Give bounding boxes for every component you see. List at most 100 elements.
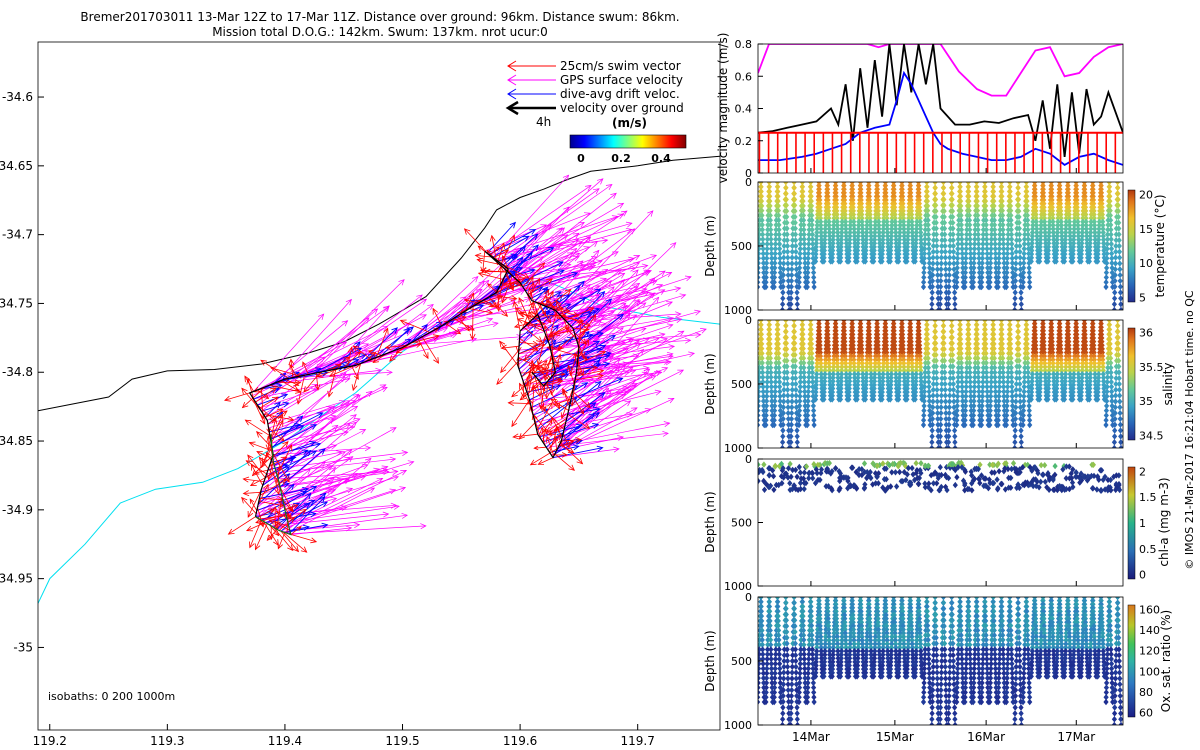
- salinity-data-point: [929, 439, 935, 446]
- temperature-data-point: [1023, 197, 1029, 205]
- temperature-data-point: [776, 221, 782, 229]
- temperature-data-point: [830, 240, 836, 247]
- salinity-data-point: [927, 421, 933, 429]
- salinity-data-point: [767, 355, 773, 362]
- salinity-data-point: [1004, 412, 1010, 419]
- salinity-data-point: [958, 359, 964, 367]
- salinity-data-point: [917, 360, 923, 367]
- salinity-data-point: [839, 356, 845, 363]
- temperature-data-point: [822, 240, 828, 247]
- temperature-data-point: [972, 221, 978, 229]
- salinity-data-point: [780, 427, 786, 434]
- temperature-data-point: [877, 254, 883, 261]
- salinity-data-point: [976, 407, 983, 414]
- salinity-data-point: [1014, 345, 1020, 353]
- temperature-data-point: [819, 258, 825, 265]
- legend-gps-label: GPS surface velocity: [560, 73, 683, 87]
- temperature-data-point: [1030, 222, 1036, 229]
- salinity-data-point: [1056, 338, 1062, 345]
- temperature-data-point: [1113, 225, 1119, 232]
- temperature-data-point: [955, 250, 961, 257]
- temperature-data-point: [910, 250, 916, 258]
- salinity-data-point: [767, 350, 773, 357]
- temperature-data-point: [905, 232, 911, 240]
- temperature-data-point: [929, 283, 935, 290]
- salinity-data-point: [824, 320, 830, 324]
- salinity-data-point: [904, 388, 910, 396]
- temperature-data-point: [1042, 225, 1048, 233]
- salinity-data-point: [976, 397, 982, 405]
- temperature-data-point: [874, 182, 880, 189]
- temperature-data-point: [834, 211, 840, 218]
- temperature-data-point: [1004, 274, 1010, 281]
- salinity-data-point: [799, 335, 805, 343]
- temperature-data-point: [760, 259, 767, 267]
- temperature-data-point: [996, 264, 1002, 272]
- salinity-data-point: [1093, 385, 1099, 392]
- salinity-data-point: [941, 334, 947, 341]
- salinity-data-point: [1108, 364, 1114, 371]
- salinity-data-point: [854, 396, 860, 403]
- salinity-data-point: [800, 326, 806, 333]
- temperature-data-point: [1092, 232, 1098, 240]
- salinity-data-point: [866, 320, 872, 324]
- temperature-data-point: [837, 258, 844, 265]
- salinity-data-point: [992, 364, 998, 371]
- temperature-data-point: [900, 193, 906, 200]
- temperature-data-point: [791, 190, 797, 197]
- temperature-data-point: [1012, 301, 1018, 308]
- salinity-data-point: [970, 421, 976, 429]
- temperature-data-point: [1054, 232, 1060, 240]
- salinity-data-point: [1070, 388, 1076, 396]
- temperature-data-point: [913, 247, 919, 254]
- temperature-data-point: [784, 231, 790, 238]
- temperature-data-point: [789, 266, 795, 273]
- temperature-data-point: [910, 236, 916, 243]
- temperature-data-point: [1062, 236, 1068, 243]
- temperature-data-point: [1095, 243, 1101, 251]
- temperature-data-point: [1031, 193, 1037, 200]
- salinity-data-point: [1047, 334, 1054, 342]
- temperature-data-point: [999, 197, 1005, 205]
- temperature-data-point: [976, 250, 982, 257]
- temperature-data-point: [926, 245, 932, 252]
- temperature-data-point: [1090, 196, 1097, 204]
- salinity-data-point: [1048, 331, 1054, 338]
- salinity-data-point: [925, 369, 932, 376]
- temperature-data-point: [1066, 204, 1072, 211]
- temperature-data-point: [943, 289, 949, 296]
- salinity-data-point: [1115, 340, 1121, 347]
- temperature-data-point: [1065, 182, 1071, 186]
- salinity-data-point: [1033, 338, 1039, 345]
- map-y-tick-label: -34.9: [2, 503, 33, 517]
- temperature-data-point: [868, 229, 874, 236]
- temperature-data-point: [1026, 250, 1032, 257]
- salinity-data-point: [833, 331, 839, 338]
- temperature-data-point: [975, 212, 981, 219]
- salinity-data-point: [779, 444, 785, 448]
- salinity-data-point: [954, 402, 960, 410]
- temperature-data-point: [972, 231, 978, 238]
- temperature-data-point: [1016, 202, 1022, 209]
- temperature-data-point: [782, 207, 788, 215]
- salinity-data-point: [1038, 360, 1044, 367]
- salinity-data-point: [823, 342, 829, 349]
- salinity-data-point: [1070, 381, 1076, 389]
- temperature-data-point: [843, 236, 849, 243]
- salinity-data-point: [899, 324, 905, 331]
- salinity-data-point: [950, 375, 956, 382]
- salinity-data-point: [1017, 409, 1024, 417]
- temperature-data-point: [1105, 226, 1111, 233]
- temperature-data-point: [773, 221, 779, 229]
- salinity-data-point: [1111, 439, 1117, 446]
- salinity-data-point: [773, 364, 779, 371]
- salinity-data-point: [824, 320, 830, 324]
- salinity-data-point: [982, 321, 988, 328]
- temperature-data-point: [1098, 189, 1104, 196]
- temperature-data-point: [907, 193, 913, 200]
- temperature-data-point: [1081, 182, 1087, 186]
- salinity-data-point: [872, 360, 878, 367]
- salinity-data-point: [833, 324, 839, 331]
- temperature-data-point: [866, 193, 872, 200]
- temperature-data-point: [825, 200, 831, 207]
